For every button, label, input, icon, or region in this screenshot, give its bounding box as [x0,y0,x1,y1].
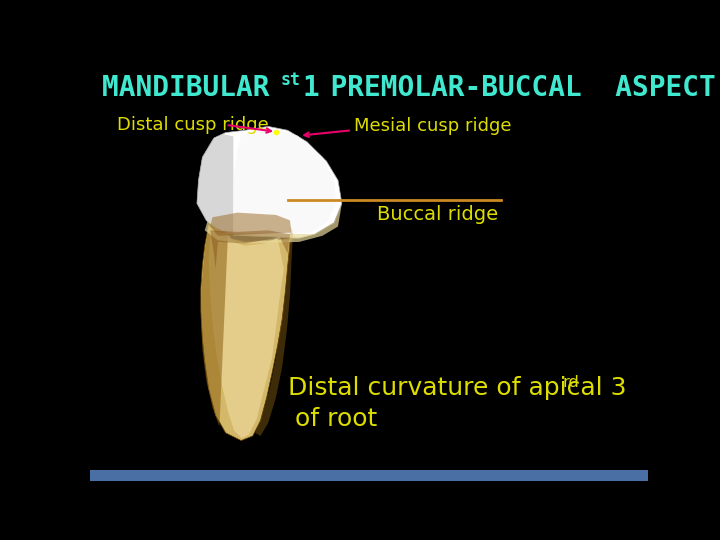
Polygon shape [209,231,284,438]
Text: PREMOLAR-BUCCAL  ASPECT: PREMOLAR-BUCCAL ASPECT [297,74,716,102]
Polygon shape [204,204,342,244]
Polygon shape [197,134,233,236]
Text: of root: of root [295,407,377,431]
Polygon shape [197,126,342,238]
Bar [90,470,648,481]
Text: Mesial cusp ridge: Mesial cusp ridge [354,117,511,136]
Polygon shape [255,226,293,436]
Polygon shape [201,222,334,441]
Polygon shape [210,213,292,236]
Text: Buccal ridge: Buccal ridge [377,205,498,225]
Text: Distal cusp ridge: Distal cusp ridge [117,116,269,134]
Polygon shape [201,225,228,427]
Text: st: st [281,71,301,89]
Text: MANDIBULAR  1: MANDIBULAR 1 [102,74,320,102]
Text: rd: rd [563,375,580,389]
Polygon shape [210,231,290,269]
Polygon shape [233,128,336,236]
Text: Distal curvature of apical 3: Distal curvature of apical 3 [287,376,626,400]
